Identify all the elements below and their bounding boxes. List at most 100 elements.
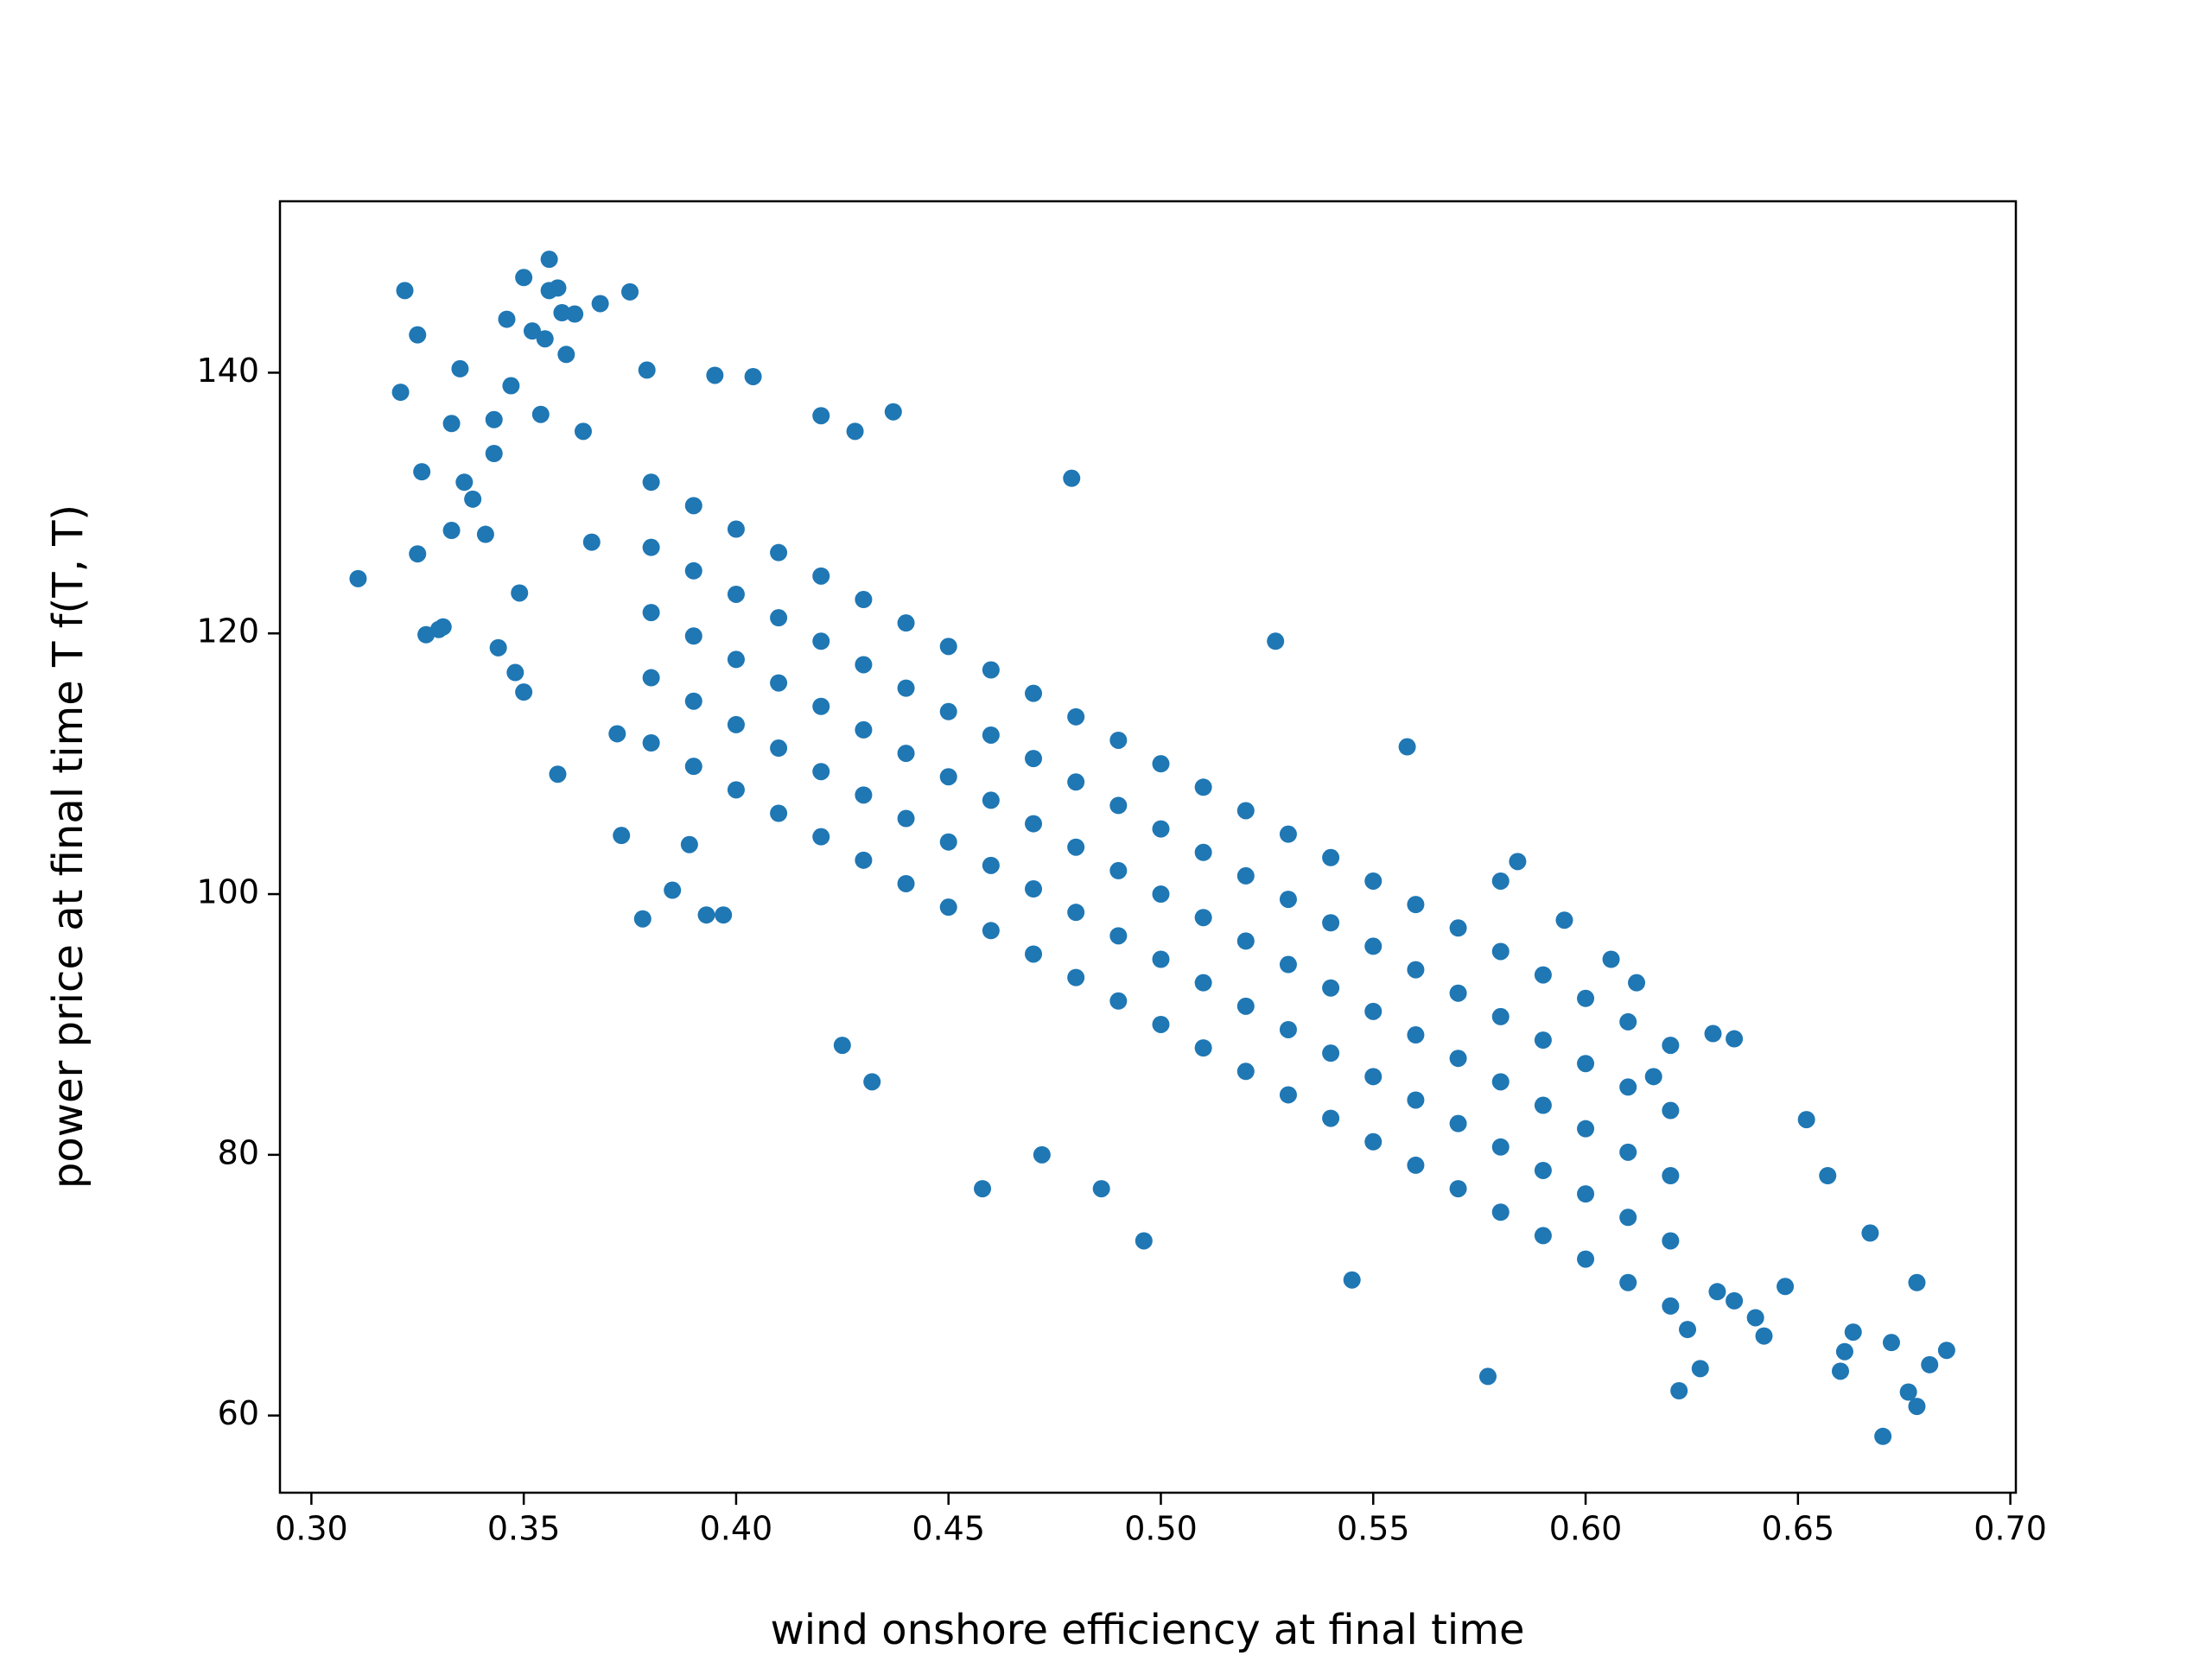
- point: [391, 384, 410, 402]
- point: [1534, 1227, 1552, 1245]
- point: [897, 614, 915, 632]
- point: [1033, 1145, 1051, 1164]
- point: [812, 567, 830, 585]
- point: [511, 584, 529, 602]
- point: [1449, 1180, 1467, 1198]
- point: [396, 282, 414, 300]
- point: [1619, 1208, 1637, 1227]
- point: [1364, 937, 1382, 955]
- point: [549, 279, 567, 297]
- point: [1921, 1355, 1939, 1373]
- point: [574, 422, 592, 441]
- point: [812, 763, 830, 781]
- point: [642, 669, 660, 687]
- point: [1364, 1002, 1382, 1020]
- y-tick-label: 140: [196, 352, 259, 390]
- point: [1236, 866, 1255, 885]
- point: [664, 881, 682, 899]
- point: [1662, 1167, 1680, 1185]
- point: [727, 520, 745, 538]
- point: [770, 804, 788, 822]
- point: [1491, 1138, 1510, 1156]
- point: [549, 765, 567, 783]
- point: [1152, 820, 1170, 838]
- point: [1025, 880, 1043, 898]
- point: [1555, 911, 1573, 929]
- x-tick-label: 0.50: [1124, 1510, 1198, 1548]
- point: [1882, 1334, 1900, 1352]
- point: [1509, 853, 1527, 871]
- point: [566, 305, 584, 323]
- point: [770, 674, 788, 692]
- point: [1937, 1342, 1955, 1360]
- point: [684, 692, 702, 710]
- point: [1534, 966, 1552, 984]
- point: [982, 856, 1000, 874]
- point: [1662, 1101, 1680, 1120]
- point: [812, 407, 830, 425]
- point: [1797, 1111, 1815, 1129]
- point: [1279, 955, 1297, 974]
- point: [1152, 885, 1170, 904]
- x-tick-label: 0.30: [275, 1510, 348, 1548]
- point: [1777, 1278, 1795, 1296]
- point: [638, 361, 656, 379]
- point: [1067, 707, 1085, 726]
- point: [464, 490, 482, 508]
- point: [1835, 1342, 1853, 1361]
- point: [409, 545, 427, 563]
- point: [531, 405, 550, 423]
- point: [1670, 1381, 1688, 1399]
- y-tick-label: 100: [196, 873, 259, 911]
- point: [1577, 1185, 1595, 1203]
- point: [727, 585, 745, 603]
- point: [1449, 1050, 1467, 1068]
- point: [982, 726, 1000, 744]
- point: [939, 638, 957, 656]
- point: [1067, 904, 1085, 922]
- point: [642, 734, 660, 752]
- point: [1025, 815, 1043, 833]
- point: [1343, 1271, 1361, 1289]
- point: [846, 422, 864, 441]
- point: [1322, 1044, 1340, 1063]
- point: [1619, 1012, 1637, 1031]
- x-tick-label: 0.40: [700, 1510, 773, 1548]
- x-tick-label: 0.45: [912, 1510, 985, 1548]
- point: [1874, 1427, 1892, 1445]
- point: [1577, 989, 1595, 1007]
- point: [613, 827, 631, 845]
- point: [515, 683, 533, 701]
- point: [1236, 997, 1255, 1015]
- point: [855, 851, 873, 869]
- point: [1407, 1091, 1425, 1109]
- point: [642, 538, 660, 556]
- point: [1755, 1327, 1773, 1345]
- point: [442, 415, 461, 433]
- point: [1602, 950, 1620, 968]
- point: [684, 497, 702, 515]
- point: [1279, 1020, 1297, 1038]
- point: [1819, 1167, 1837, 1185]
- point: [1236, 932, 1255, 950]
- point: [770, 739, 788, 758]
- point: [621, 282, 639, 301]
- point: [1491, 1203, 1510, 1221]
- point: [770, 609, 788, 627]
- point: [727, 781, 745, 799]
- point: [1619, 1143, 1637, 1161]
- point: [642, 604, 660, 622]
- point: [939, 702, 957, 720]
- point: [1025, 684, 1043, 702]
- point: [1908, 1398, 1926, 1416]
- point: [1619, 1273, 1637, 1291]
- point: [1619, 1078, 1637, 1096]
- point: [1449, 1114, 1467, 1132]
- point: [1322, 979, 1340, 997]
- point: [684, 758, 702, 776]
- point: [1534, 1161, 1552, 1179]
- point: [1063, 469, 1081, 487]
- point: [1109, 731, 1128, 749]
